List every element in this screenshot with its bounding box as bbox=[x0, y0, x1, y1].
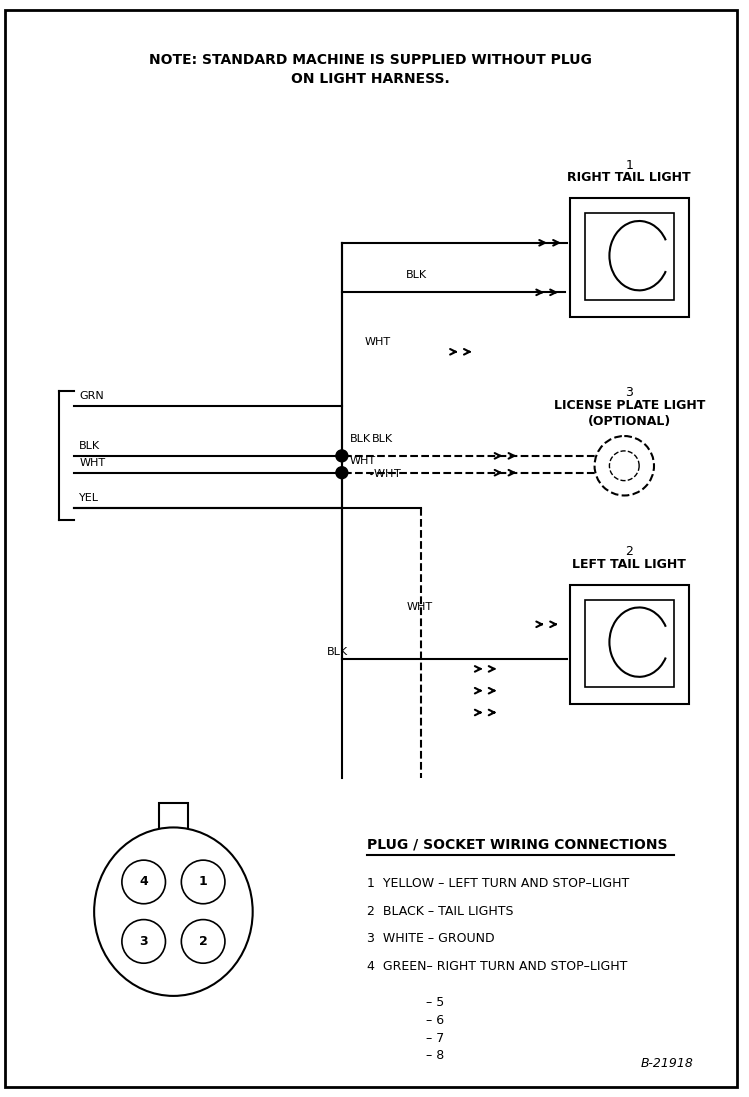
Bar bbox=[570, 199, 688, 317]
Text: GRN: GRN bbox=[79, 392, 104, 402]
Text: RIGHT TAIL LIGHT: RIGHT TAIL LIGHT bbox=[568, 171, 691, 184]
Circle shape bbox=[336, 466, 348, 478]
Circle shape bbox=[336, 450, 348, 462]
Text: WHT: WHT bbox=[79, 457, 106, 467]
Circle shape bbox=[122, 919, 166, 963]
Text: BLK: BLK bbox=[79, 441, 100, 451]
Bar bbox=[585, 600, 674, 687]
Text: PLUG / SOCKET WIRING CONNECTIONS: PLUG / SOCKET WIRING CONNECTIONS bbox=[367, 837, 667, 851]
Text: – 5: – 5 bbox=[426, 996, 444, 1009]
Text: 3  WHITE – GROUND: 3 WHITE – GROUND bbox=[367, 932, 494, 946]
Circle shape bbox=[181, 919, 225, 963]
Text: 1: 1 bbox=[625, 159, 633, 171]
Text: LICENSE PLATE LIGHT
(OPTIONAL): LICENSE PLATE LIGHT (OPTIONAL) bbox=[554, 399, 705, 428]
Text: BLK: BLK bbox=[350, 434, 371, 444]
Text: NOTE: STANDARD MACHINE IS SUPPLIED WITHOUT PLUG
ON LIGHT HARNESS.: NOTE: STANDARD MACHINE IS SUPPLIED WITHO… bbox=[149, 53, 592, 86]
Text: – 6: – 6 bbox=[426, 1014, 444, 1027]
Text: 2: 2 bbox=[198, 935, 207, 948]
Text: YEL: YEL bbox=[79, 494, 100, 504]
Text: 2: 2 bbox=[625, 545, 633, 558]
Ellipse shape bbox=[94, 827, 252, 996]
Text: 1: 1 bbox=[198, 875, 207, 889]
Bar bbox=[159, 803, 188, 837]
Text: BLK: BLK bbox=[372, 434, 392, 444]
Text: 1  YELLOW – LEFT TURN AND STOP–LIGHT: 1 YELLOW – LEFT TURN AND STOP–LIGHT bbox=[367, 877, 629, 890]
Text: 4: 4 bbox=[139, 875, 148, 889]
Text: – 8: – 8 bbox=[426, 1050, 444, 1062]
Text: 3: 3 bbox=[625, 386, 633, 399]
Text: B-21918: B-21918 bbox=[641, 1058, 694, 1071]
Text: 4  GREEN– RIGHT TURN AND STOP–LIGHT: 4 GREEN– RIGHT TURN AND STOP–LIGHT bbox=[367, 960, 627, 973]
Text: $\bullet$WHT: $\bullet$WHT bbox=[367, 466, 401, 478]
Circle shape bbox=[122, 860, 166, 904]
Bar bbox=[585, 213, 674, 301]
Text: 2  BLACK – TAIL LIGHTS: 2 BLACK – TAIL LIGHTS bbox=[367, 905, 513, 918]
Text: BLK: BLK bbox=[327, 647, 348, 657]
Circle shape bbox=[181, 860, 225, 904]
Text: – 7: – 7 bbox=[426, 1031, 444, 1044]
Text: WHT: WHT bbox=[365, 337, 391, 347]
Text: LEFT TAIL LIGHT: LEFT TAIL LIGHT bbox=[572, 558, 686, 570]
Text: BLK: BLK bbox=[406, 271, 428, 281]
Text: 3: 3 bbox=[139, 935, 148, 948]
Ellipse shape bbox=[595, 436, 654, 496]
Bar bbox=[570, 585, 688, 703]
Text: WHT: WHT bbox=[406, 602, 432, 612]
Text: WHT: WHT bbox=[350, 455, 376, 466]
